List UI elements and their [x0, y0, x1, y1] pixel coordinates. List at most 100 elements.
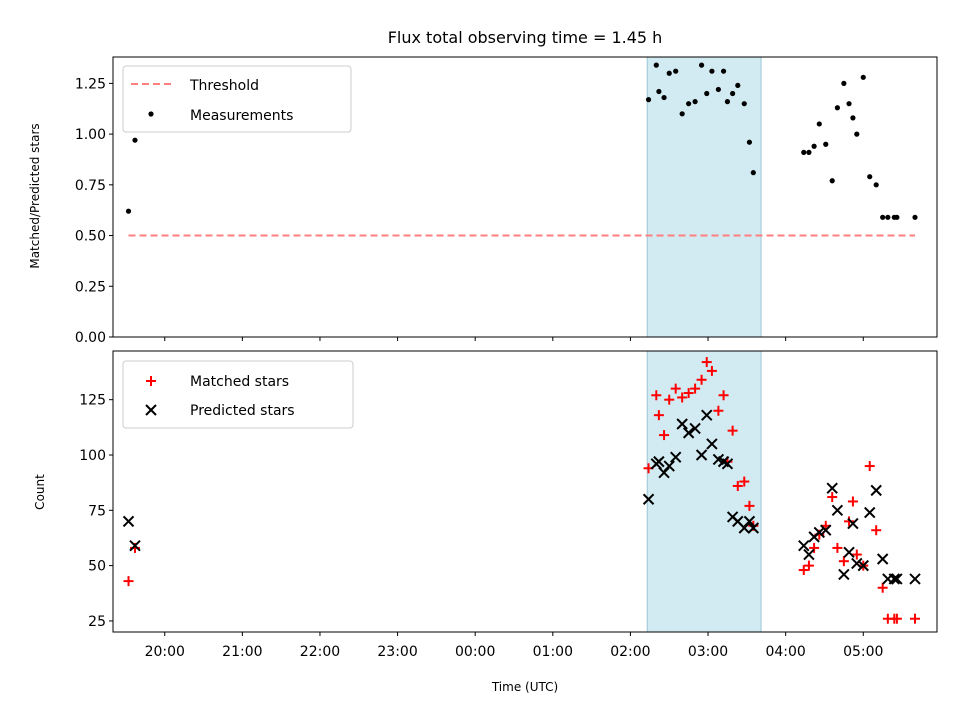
matched-star-point — [659, 430, 670, 441]
measurement-point — [860, 74, 866, 80]
x-mark-b — [747, 522, 760, 534]
measurement-point — [823, 141, 829, 147]
matched-star-point — [891, 613, 902, 624]
measurement-point — [806, 149, 812, 155]
x-tick-label: 23:00 — [377, 644, 417, 660]
predicted-star-point — [653, 455, 665, 468]
predicted-star-point — [847, 517, 859, 530]
measurement-point — [816, 121, 822, 127]
measurement-point — [686, 101, 692, 107]
flux-ratio-axes: Flux total observing time = 1.45 h Match… — [28, 28, 938, 346]
legend: Threshold Measurements — [122, 65, 352, 133]
predicted-star-point — [695, 449, 708, 461]
x-mark-b — [743, 515, 756, 528]
matched-star-point — [844, 516, 855, 527]
predicted-star-point — [803, 548, 815, 561]
matched-star-point — [696, 374, 707, 385]
measurement-point — [741, 101, 747, 107]
matched-star-point — [838, 556, 849, 567]
x-tick-label: 05:00 — [843, 644, 883, 660]
predicted-star-point — [888, 573, 901, 585]
measurement-point — [704, 90, 710, 97]
measurement-point — [850, 115, 856, 121]
predicted-star-point — [870, 484, 882, 497]
predicted-star-point — [857, 559, 869, 572]
plot-area: 25 50 75 100 125 20:00 21:00 22:00 23:00 00:00 01:… — [79, 350, 921, 660]
x-mark-b — [870, 484, 882, 497]
measurement-point — [834, 105, 840, 111]
matched-star-point — [701, 357, 712, 368]
predicted-star-point — [129, 540, 141, 552]
measurement-point — [724, 99, 731, 105]
predicted-star-point — [676, 418, 688, 430]
x-mark-b — [813, 526, 825, 539]
x-mark-b — [717, 455, 730, 468]
predicted-star-point — [701, 409, 713, 421]
x-mark-b — [876, 553, 889, 565]
observing-interval-shade — [646, 350, 762, 633]
measurement-point — [735, 82, 741, 89]
x-mark-b — [676, 418, 688, 430]
predicted-star-point — [851, 557, 863, 570]
predicted-star-point — [738, 522, 750, 534]
legend-box — [122, 360, 354, 429]
matched-star-point — [713, 405, 724, 416]
measurement-point — [746, 139, 753, 145]
x-mark-b — [695, 449, 708, 461]
predicted-star-point — [838, 568, 850, 581]
matched-star-point — [690, 383, 701, 394]
measurement-point — [125, 208, 132, 214]
x-mark-b — [642, 493, 655, 505]
measurement-point — [873, 182, 879, 188]
x-axis-label: Time (UTC) — [491, 680, 558, 694]
x-mark-b — [857, 559, 869, 572]
predicted-star-point — [669, 451, 682, 463]
y-axis-label: Count — [33, 474, 47, 510]
measurement-point — [720, 68, 727, 74]
x-mark-b — [663, 460, 675, 472]
plot-area: 0.00 0.25 0.50 0.75 1.00 1.25 — [75, 56, 918, 346]
predicted-star-point — [813, 526, 825, 539]
matched-star-point — [651, 390, 662, 401]
x-mark-b — [712, 453, 725, 466]
x-tick-label: 01:00 — [533, 644, 573, 660]
x-mark-b — [658, 466, 670, 479]
legend-measurements-swatch — [148, 111, 154, 117]
x-tick-label: 04:00 — [765, 644, 805, 660]
y-tick-label: 25 — [88, 614, 106, 630]
measurement-point — [912, 214, 918, 220]
legend-matched-label: Matched stars — [190, 374, 289, 390]
measurement-point — [653, 62, 659, 68]
measurement-point — [692, 99, 698, 105]
y-tick-label: 75 — [88, 503, 106, 519]
measurement-point — [709, 68, 715, 74]
x-tick-label: 03:00 — [688, 644, 728, 660]
predicted-star-point — [831, 504, 844, 517]
measurement-point — [880, 214, 886, 220]
y-tick-label: 0.25 — [75, 279, 106, 295]
measurement-point — [666, 70, 672, 76]
measurement-point — [885, 214, 891, 220]
matched-star-point — [877, 582, 888, 593]
x-mark-b — [820, 524, 832, 536]
measurement-point — [801, 149, 807, 155]
matched-star-point — [803, 560, 814, 571]
x-mark-b — [909, 573, 921, 585]
x-mark-b — [803, 548, 815, 561]
matched-star-point — [832, 542, 843, 553]
x-mark-b — [798, 540, 810, 552]
predicted-star-point — [798, 540, 810, 552]
y-tick-label: 100 — [79, 448, 106, 464]
measurement-point — [841, 80, 847, 86]
predicted-star-point — [689, 422, 701, 435]
y-axis-label: Matched/Predicted stars — [28, 123, 42, 268]
y-tick-label: 125 — [79, 393, 106, 409]
chart-title: Flux total observing time = 1.45 h — [388, 28, 663, 47]
measurement-point — [698, 62, 705, 68]
x-mark-b — [669, 451, 682, 463]
measurement-point — [750, 170, 756, 176]
predicted-star-point — [820, 524, 832, 536]
y-tick-label: 0.50 — [75, 229, 106, 245]
